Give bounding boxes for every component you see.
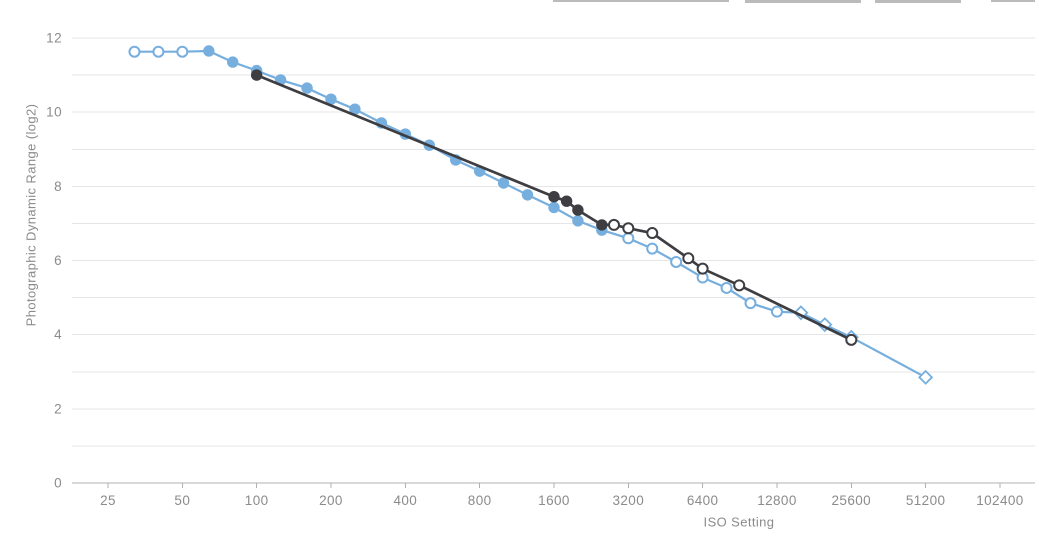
data-point-black-camera-iso-3200[interactable]	[622, 222, 635, 235]
y-axis-title: Photographic Dynamic Range (log2)	[23, 103, 39, 327]
x-tick-label: 25	[100, 493, 116, 508]
x-tick-label: 51200	[906, 493, 946, 508]
data-point-blue-camera-iso-12800[interactable]	[770, 305, 783, 318]
y-tick-label: 0	[54, 476, 62, 491]
data-point-black-camera-iso-9000[interactable]	[733, 279, 746, 292]
data-point-blue-camera-iso-1000[interactable]	[497, 177, 510, 189]
data-point-blue-camera-iso-250[interactable]	[349, 103, 361, 115]
x-tick-label: 3200	[612, 493, 644, 508]
data-point-blue-camera-iso-20000[interactable]	[817, 317, 833, 333]
data-point-blue-camera-iso-64[interactable]	[203, 45, 215, 57]
x-tick-label: 25600	[832, 493, 872, 508]
x-tick-label: 800	[468, 493, 492, 508]
data-point-black-camera-iso-2500[interactable]	[596, 219, 608, 231]
data-point-blue-camera-iso-200[interactable]	[325, 93, 337, 105]
data-point-blue-camera-iso-2000[interactable]	[572, 215, 584, 227]
data-point-blue-camera-iso-51200[interactable]	[918, 369, 934, 385]
x-tick-label: 400	[393, 493, 417, 508]
data-point-black-camera-iso-100[interactable]	[250, 69, 263, 81]
data-point-black-camera-iso-1600[interactable]	[548, 191, 560, 203]
data-point-black-camera-iso-2800[interactable]	[607, 218, 620, 231]
cropped-title-remnant	[875, 0, 961, 3]
data-point-blue-camera-iso-1250[interactable]	[521, 189, 534, 201]
cropped-title-remnant	[745, 0, 861, 3]
y-tick-label: 6	[54, 253, 62, 268]
x-tick-label: 200	[319, 493, 343, 508]
data-point-black-camera-iso-1800[interactable]	[560, 195, 573, 207]
y-tick-label: 12	[46, 31, 62, 46]
data-point-blue-camera-iso-10000[interactable]	[744, 297, 757, 310]
data-point-blue-camera-iso-4000[interactable]	[646, 242, 659, 255]
cropped-title-remnant	[991, 0, 1035, 2]
cropped-title-remnant	[553, 0, 729, 2]
data-point-black-camera-iso-6400[interactable]	[696, 262, 709, 275]
x-tick-label: 1600	[538, 493, 570, 508]
data-point-black-camera-iso-5600[interactable]	[682, 252, 695, 265]
data-point-blue-camera-iso-40[interactable]	[152, 45, 165, 58]
data-point-blue-camera-iso-1600[interactable]	[548, 201, 560, 214]
data-point-blue-camera-iso-160[interactable]	[301, 82, 313, 94]
x-tick-label: 102400	[976, 493, 1023, 508]
data-point-blue-camera-iso-5000[interactable]	[670, 255, 683, 268]
data-point-black-camera-iso-25600[interactable]	[845, 333, 858, 346]
data-point-black-camera-iso-4000[interactable]	[646, 227, 659, 240]
x-tick-label: 6400	[687, 493, 719, 508]
x-tick-label: 50	[174, 493, 190, 508]
data-point-blue-camera-iso-50[interactable]	[176, 45, 189, 58]
y-tick-label: 8	[54, 179, 62, 194]
y-tick-label: 4	[54, 327, 62, 342]
data-point-blue-camera-iso-80[interactable]	[227, 56, 239, 68]
data-point-blue-camera-iso-8000[interactable]	[720, 281, 733, 294]
data-point-blue-camera-iso-32[interactable]	[128, 45, 141, 58]
x-tick-label: 12800	[757, 493, 797, 508]
y-tick-label: 2	[54, 401, 62, 416]
series-blue-camera-line	[133, 49, 927, 379]
x-axis-title: ISO Setting	[703, 514, 775, 530]
data-point-black-camera-iso-2000[interactable]	[572, 204, 584, 216]
data-point-blue-camera-iso-3200[interactable]	[622, 232, 635, 245]
x-tick-label: 100	[245, 493, 269, 508]
y-tick-label: 10	[46, 105, 62, 120]
